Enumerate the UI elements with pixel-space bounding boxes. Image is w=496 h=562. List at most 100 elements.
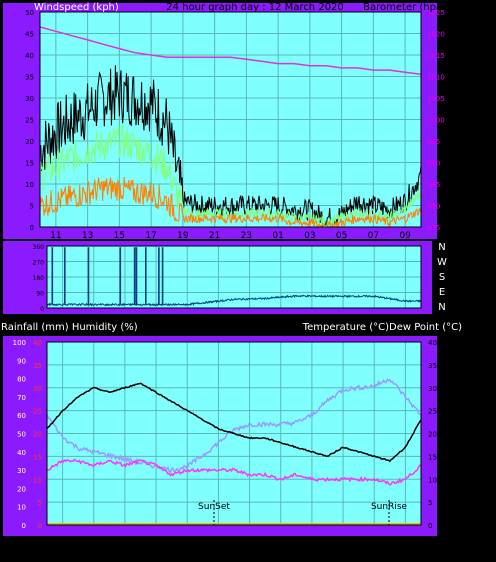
- compass-label: S: [439, 272, 445, 283]
- rainfall-tick-label: 20: [33, 431, 42, 439]
- x-tick-label: 09: [400, 539, 412, 549]
- x-tick-label: 15: [119, 539, 130, 549]
- x-tick-label: 01: [275, 539, 286, 549]
- compass-label: E: [439, 287, 445, 298]
- x-tick-label: 23: [241, 231, 252, 241]
- humidity-tick-label: 10: [17, 504, 26, 512]
- wind-tick-label: 45: [25, 31, 34, 39]
- wind-tick-label: 5: [30, 203, 34, 211]
- barometer-series: [39, 26, 422, 76]
- wind-direction-series: [46, 247, 422, 308]
- x-tick-label: 15: [114, 231, 125, 241]
- baro-tick-label: 990: [427, 160, 440, 168]
- temperature-tick-label: 20: [428, 431, 437, 439]
- temperature-tick-label: 30: [428, 385, 437, 393]
- temperature-axis-title: Temperature (°C)Dew Point (°C): [302, 322, 462, 333]
- baro-tick-label: 1020: [427, 31, 445, 39]
- compass-label: W: [437, 257, 447, 268]
- humidity-tick-label: 0: [22, 522, 26, 530]
- sunset-label: SunSet: [198, 502, 230, 512]
- humidity-tick-label: 30: [17, 467, 26, 475]
- humidity-tick-label: 90: [17, 357, 26, 365]
- x-tick-label: 19: [177, 231, 189, 241]
- x-tick-label: 21: [213, 539, 224, 549]
- rainfall-tick-label: 35: [33, 362, 42, 370]
- wind-tick-label: 40: [25, 52, 34, 60]
- wind-tick-label: 35: [25, 74, 34, 82]
- dir-tick-label: 360: [33, 244, 45, 251]
- x-tick-label: 07: [369, 539, 380, 549]
- humidity-series: [46, 378, 422, 473]
- x-tick-label: 19: [182, 539, 194, 549]
- x-tick-label: 17: [145, 231, 156, 241]
- x-tick-label: 13: [82, 231, 93, 241]
- rainfall-tick-label: 40: [33, 339, 42, 347]
- humidity-tick-label: 40: [17, 449, 26, 457]
- baro-tick-label: 1010: [427, 74, 445, 82]
- dewpoint-series: [46, 458, 422, 486]
- wind-tick-label: 30: [25, 95, 34, 103]
- dir-tick-label: 0: [40, 306, 44, 313]
- x-tick-label: 09: [399, 231, 411, 241]
- wind-tick-label: 50: [25, 9, 34, 17]
- baro-tick-label: 980: [427, 203, 440, 211]
- baro-axis-title: Barometer (hpa): [363, 2, 446, 13]
- baro-tick-label: 995: [427, 138, 440, 146]
- rainfall-tick-label: 5: [38, 499, 42, 507]
- humidity-axis-title: Rainfall (mm) Humidity (%): [1, 322, 138, 333]
- graph-title: 24 hour graph day : 12 March 2020: [166, 2, 344, 13]
- wind-axis-title: Windspeed (kph): [34, 2, 119, 13]
- rainfall-tick-label: 25: [33, 408, 42, 416]
- x-tick-label: 05: [336, 231, 347, 241]
- wind-tick-label: 15: [25, 160, 34, 168]
- humidity-tick-label: 60: [17, 412, 26, 420]
- wind-tick-label: 25: [25, 117, 34, 125]
- temperature-tick-label: 5: [428, 499, 432, 507]
- rainfall-tick-label: 15: [33, 453, 42, 461]
- dir-tick-label: 180: [33, 275, 45, 282]
- temperature-tick-label: 15: [428, 453, 437, 461]
- x-tick-label: 21: [209, 231, 220, 241]
- rainfall-tick-label: 10: [33, 476, 42, 484]
- humidity-tick-label: 70: [17, 394, 26, 402]
- x-tick-label: 23: [244, 539, 255, 549]
- x-tick-label: 17: [150, 539, 161, 549]
- humidity-tick-label: 20: [17, 485, 26, 493]
- rainfall-tick-label: 30: [33, 385, 42, 393]
- x-tick-label: 05: [337, 539, 348, 549]
- wind-average-series: [39, 124, 422, 229]
- wind-low-series: [39, 177, 422, 229]
- rainfall-tick-label: 0: [38, 522, 42, 530]
- x-tick-label: 01: [272, 231, 283, 241]
- wind-tick-label: 0: [30, 224, 34, 232]
- dir-tick-label: 270: [33, 260, 45, 267]
- x-tick-label: 11: [50, 231, 61, 241]
- x-tick-label: 11: [57, 539, 68, 549]
- compass-label: N: [438, 242, 445, 253]
- baro-tick-label: 1015: [427, 52, 445, 60]
- x-tick-label: 13: [88, 539, 99, 549]
- temperature-series: [46, 382, 422, 463]
- baro-tick-label: 1025: [427, 9, 445, 17]
- wind-tick-label: 10: [25, 181, 34, 189]
- sunrise-label: SunRise: [371, 502, 408, 512]
- temperature-tick-label: 10: [428, 476, 437, 484]
- humidity-tick-label: 100: [13, 339, 26, 347]
- dir-tick-label: 90: [36, 291, 44, 298]
- temperature-tick-label: 0: [428, 522, 432, 530]
- humidity-tick-label: 50: [17, 431, 26, 439]
- temperature-tick-label: 35: [428, 362, 437, 370]
- temperature-tick-label: 40: [428, 339, 437, 347]
- x-tick-label: 03: [306, 539, 317, 549]
- x-tick-label: 03: [304, 231, 315, 241]
- x-tick-label: 07: [368, 231, 379, 241]
- baro-tick-label: 1000: [427, 117, 445, 125]
- wind-tick-label: 20: [25, 138, 34, 146]
- baro-tick-label: 985: [427, 181, 440, 189]
- baro-tick-label: 1005: [427, 95, 445, 103]
- compass-label: N: [438, 302, 445, 313]
- humidity-tick-label: 80: [17, 376, 26, 384]
- baro-tick-label: 975: [427, 224, 440, 232]
